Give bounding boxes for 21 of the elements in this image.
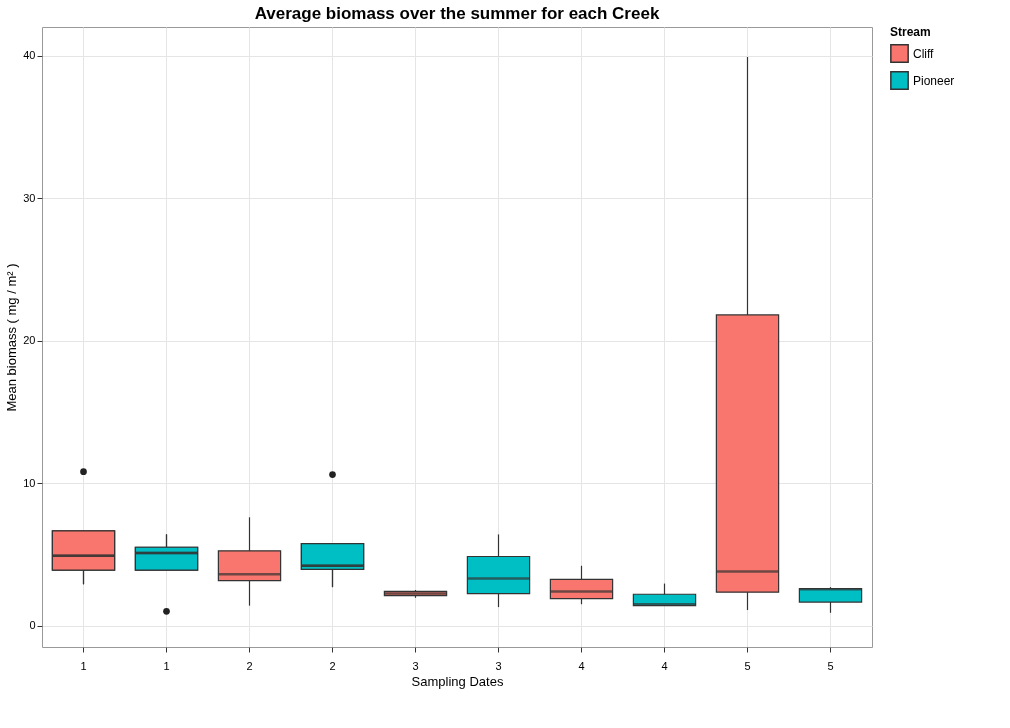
- x-tick-label: 3: [495, 659, 502, 672]
- x-tick-label: 5: [827, 659, 834, 672]
- x-tick-label: 1: [80, 659, 87, 672]
- x-axis-title: Sampling Dates: [411, 673, 504, 689]
- legend-label: Cliff: [913, 46, 935, 61]
- legend-label: Pioneer: [913, 73, 955, 88]
- x-tick-label: 3: [412, 659, 419, 672]
- x-tick-label: 4: [661, 659, 668, 672]
- chart-title: Average biomass over the summer for each Creek: [254, 4, 660, 23]
- y-tick-label: 0: [29, 619, 36, 632]
- y-tick-label: 20: [23, 334, 36, 347]
- x-tick-label: 1: [163, 659, 170, 672]
- y-tick-label: 10: [23, 476, 36, 489]
- legend-title: Stream: [890, 25, 931, 39]
- x-tick-label: 2: [246, 659, 253, 672]
- x-tick-label: 2: [329, 659, 336, 672]
- x-tick-label: 5: [744, 659, 751, 672]
- y-tick-label: 40: [23, 49, 36, 62]
- y-axis-title: Mean biomass ( mg / m² ): [4, 263, 20, 412]
- x-tick-label: 4: [578, 659, 585, 672]
- y-tick-label: 30: [23, 191, 36, 204]
